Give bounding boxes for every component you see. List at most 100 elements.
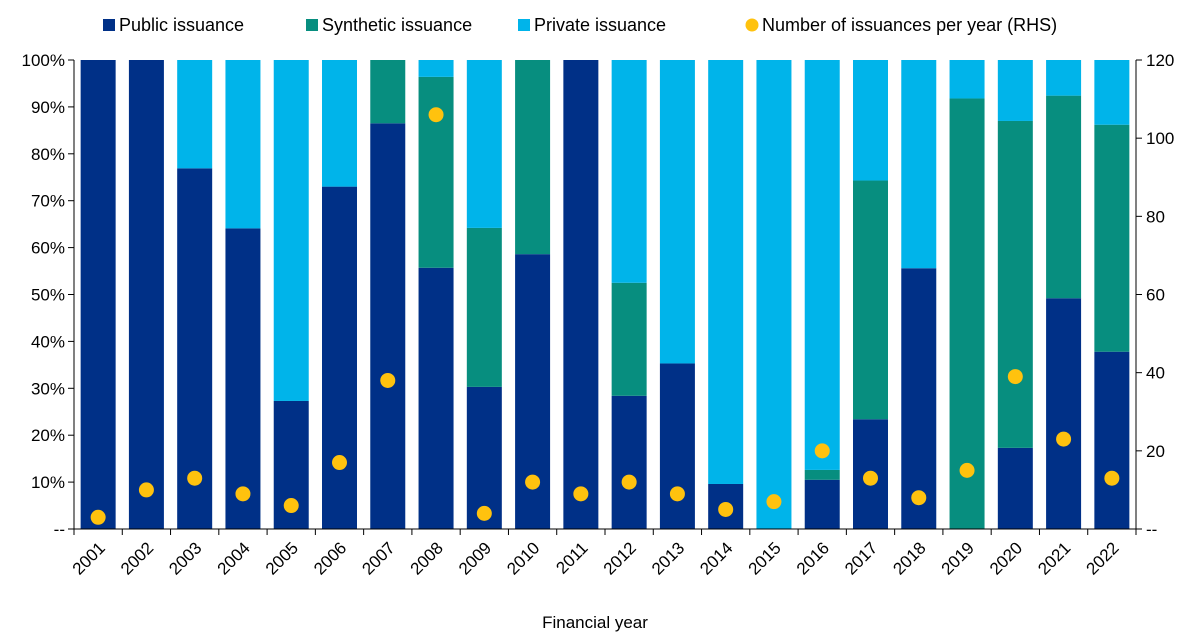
x-tick-label-2018: 2018	[889, 538, 929, 578]
bar-2018-series-3	[901, 60, 937, 269]
bar-2020-series-1	[997, 447, 1033, 529]
bar-2009-series-3	[466, 60, 502, 228]
x-tick-label-2002: 2002	[117, 538, 157, 578]
bar-2001-series-1	[80, 60, 116, 529]
issuance-count-point-2001	[90, 509, 106, 525]
x-tick-label-2010: 2010	[503, 538, 543, 578]
x-tick-label-2001: 2001	[69, 538, 109, 578]
issuance-count-point-2014	[718, 501, 734, 517]
issuance-count-point-2005	[283, 498, 299, 514]
legend-swatch-4	[745, 18, 759, 32]
bar-2008-series-2	[418, 76, 454, 268]
legend: Public issuance Synthetic issuance Private…	[103, 15, 1057, 35]
left-tick-label: 10%	[31, 473, 65, 492]
left-tick-label: 60%	[31, 239, 65, 258]
bar-2005-series-3	[273, 60, 309, 401]
bar-2003-series-3	[177, 60, 213, 169]
right-tick-label: 120	[1146, 51, 1174, 70]
right-tick-label: --	[1146, 520, 1157, 539]
issuance-count-point-2018	[911, 490, 927, 506]
bar-2009-series-1	[466, 386, 502, 529]
bar-2017-series-3	[853, 60, 888, 181]
bar-2008-series-3	[418, 60, 454, 77]
x-tick-label-2017: 2017	[841, 538, 881, 578]
x-tick-label-2003: 2003	[165, 538, 205, 578]
issuance-count-point-2011	[573, 486, 589, 502]
issuance-count-point-2020	[1007, 369, 1023, 385]
bar-2007-series-1	[370, 123, 406, 529]
issuance-count-point-2012	[621, 474, 637, 490]
issuance-count-point-2006	[332, 455, 347, 471]
left-tick-label: 90%	[31, 98, 65, 117]
right-tick-label: 80	[1146, 207, 1165, 226]
bar-2014-series-3	[708, 60, 744, 484]
left-tick-label: 100%	[22, 51, 65, 70]
issuance-count-point-2008	[428, 107, 444, 123]
scatter-points	[90, 107, 1120, 525]
bar-2020-series-3	[997, 60, 1033, 121]
issuance-count-point-2004	[235, 486, 251, 502]
bar-2008-series-1	[418, 267, 454, 529]
issuance-count-point-2017	[863, 470, 878, 486]
issuance-count-point-2016	[814, 443, 830, 459]
x-tick-label-2013: 2013	[648, 538, 688, 578]
issuance-count-point-2019	[959, 462, 975, 478]
x-tick-label-2019: 2019	[938, 538, 978, 578]
bar-2022-series-3	[1094, 60, 1130, 125]
right-tick-label: 40	[1146, 364, 1165, 383]
x-axis-title: Financial year	[542, 613, 648, 632]
legend-swatch-3	[518, 19, 530, 31]
issuance-count-point-2009	[476, 505, 492, 521]
issuance-count-point-2003	[187, 470, 203, 486]
left-tick-label: 50%	[31, 286, 65, 305]
legend-label-3: Private issuance	[534, 15, 666, 35]
x-tick-label-2008: 2008	[407, 538, 447, 578]
bar-2006-series-1	[322, 186, 357, 529]
left-tick-label: --	[54, 520, 65, 539]
bar-2011-series-1	[563, 60, 599, 529]
x-tick-label-2007: 2007	[358, 538, 398, 578]
bar-2016-series-1	[804, 479, 840, 529]
bar-2009-series-2	[466, 227, 502, 387]
bar-2002-series-1	[128, 60, 164, 529]
bar-2004-series-1	[225, 228, 261, 529]
bar-2012-series-2	[611, 282, 647, 396]
bar-2012-series-1	[611, 395, 647, 529]
bars	[80, 60, 1130, 530]
bar-2018-series-1	[901, 268, 937, 529]
bar-2012-series-3	[611, 60, 647, 283]
bar-2006-series-3	[322, 60, 357, 187]
bar-2016-series-3	[804, 60, 840, 470]
bar-2022-series-1	[1094, 351, 1130, 529]
bar-2020-series-2	[997, 120, 1033, 448]
bar-2015-series-3	[756, 60, 792, 529]
x-tick-label-2020: 2020	[986, 538, 1026, 578]
x-tick-label-2009: 2009	[455, 538, 495, 578]
bar-2010-series-2	[515, 60, 551, 255]
x-tick-label-2022: 2022	[1083, 538, 1123, 578]
x-tick-label-2012: 2012	[600, 538, 640, 578]
legend-swatch-2	[306, 19, 318, 31]
x-tick-label-2006: 2006	[310, 538, 350, 578]
legend-swatch-1	[103, 19, 115, 31]
x-tick-label-2016: 2016	[793, 538, 833, 578]
left-tick-label: 20%	[31, 426, 65, 445]
x-tick-label-2011: 2011	[552, 538, 591, 577]
bar-2003-series-1	[177, 168, 213, 529]
right-tick-label: 100	[1146, 129, 1174, 148]
left-tick-label: 30%	[31, 379, 65, 398]
legend-label-2: Synthetic issuance	[322, 15, 472, 35]
bar-2021-series-1	[1046, 298, 1082, 529]
bar-2019-series-3	[949, 60, 985, 99]
issuance-count-point-2015	[766, 494, 782, 510]
bar-2019-series-2	[949, 98, 985, 530]
bar-2017-series-2	[853, 180, 888, 420]
bar-2022-series-2	[1094, 124, 1130, 352]
x-tick-label-2021: 2021	[1034, 538, 1074, 578]
right-tick-label: 60	[1146, 286, 1165, 305]
issuance-count-point-2021	[1056, 431, 1072, 447]
bar-2016-series-2	[804, 469, 840, 480]
x-tick-label-2014: 2014	[696, 538, 736, 578]
x-tick-label-2005: 2005	[262, 538, 302, 578]
